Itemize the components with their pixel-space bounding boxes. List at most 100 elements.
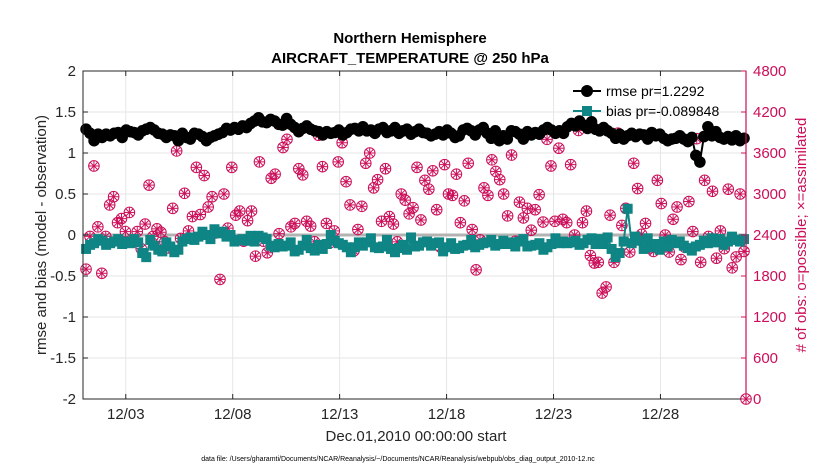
obs-possible-point xyxy=(111,216,124,229)
obs-assimilated-point xyxy=(376,216,387,227)
obs-assimilated-point xyxy=(218,188,230,200)
obs-possible-point xyxy=(379,162,392,175)
bias-point xyxy=(381,234,392,245)
obs-possible-point xyxy=(450,168,463,180)
obs-possible-point xyxy=(497,188,510,200)
obs-assimilated-point xyxy=(553,143,565,154)
y2-tick-label: 2400 xyxy=(753,227,786,244)
y2-tick-label: 600 xyxy=(753,350,778,367)
obs-possible-point xyxy=(293,162,305,175)
obs-assimilated-point xyxy=(206,191,218,202)
obs-possible-point xyxy=(289,217,301,230)
obs-assimilated-point xyxy=(463,158,474,169)
obs-assimilated-point xyxy=(537,216,549,228)
obs-possible-point xyxy=(198,169,211,182)
obs-assimilated-point xyxy=(399,194,411,206)
obs-assimilated-point xyxy=(498,188,509,200)
obs-assimilated-point xyxy=(502,210,513,222)
obs-possible-point xyxy=(560,216,573,229)
obs-possible-point xyxy=(706,185,719,198)
obs-possible-point xyxy=(584,249,597,262)
obs-assimilated-point xyxy=(254,156,265,168)
obs-possible-point xyxy=(202,201,214,213)
x-tick-label: 12/13 xyxy=(321,406,359,423)
obs-possible-point xyxy=(411,161,423,174)
obs-possible-point xyxy=(92,221,104,233)
obs-assimilated-point xyxy=(372,174,383,185)
obs-possible-point xyxy=(493,173,506,186)
obs-assimilated-point xyxy=(486,154,498,166)
obs-possible-point xyxy=(537,216,549,228)
obs-possible-point xyxy=(513,196,526,208)
obs-assimilated-point xyxy=(656,198,667,209)
obs-possible-point xyxy=(403,208,415,220)
obs-assimilated-point xyxy=(139,218,151,230)
obs-assimilated-point xyxy=(600,281,612,293)
x-axis-label: Dec.01,2010 00:00:00 start xyxy=(326,428,508,445)
obs-possible-point xyxy=(671,201,683,213)
obs-assimilated-point xyxy=(593,257,604,268)
obs-possible-point xyxy=(107,190,120,203)
obs-possible-point xyxy=(253,156,266,168)
obs-possible-point xyxy=(639,217,652,230)
obs-assimilated-point xyxy=(396,188,407,200)
obs-possible-point xyxy=(462,157,475,170)
obs-assimilated-point xyxy=(707,186,718,197)
obs-possible-point xyxy=(356,200,368,213)
obs-possible-point xyxy=(226,161,238,174)
obs-possible-point xyxy=(482,189,494,202)
obs-assimilated-point xyxy=(191,162,202,173)
obs-possible-point xyxy=(233,205,246,217)
obs-assimilated-point xyxy=(321,218,332,229)
obs-possible-point xyxy=(206,190,218,203)
obs-possible-point xyxy=(269,168,281,180)
y2-axis-label: # of obs: o=possible; ×=assimilated xyxy=(793,118,810,353)
obs-possible-point xyxy=(340,175,352,188)
obs-assimilated-point xyxy=(628,158,639,169)
y2-tick-label: 4200 xyxy=(753,104,786,121)
obs-assimilated-point xyxy=(360,158,371,169)
obs-possible-point xyxy=(446,189,459,202)
obs-assimilated-point xyxy=(293,163,305,174)
obs-assimilated-point xyxy=(431,204,442,215)
bias-point xyxy=(622,203,633,214)
obs-possible-point xyxy=(218,188,230,200)
obs-assimilated-point xyxy=(199,170,210,181)
obs-possible-point xyxy=(730,251,742,263)
obs-assimilated-point xyxy=(202,201,214,213)
obs-assimilated-point xyxy=(727,262,738,273)
obs-possible-point xyxy=(517,212,530,224)
obs-assimilated-point xyxy=(273,228,285,239)
footnote: data file: /Users/gharamti/Documents/NCA… xyxy=(201,456,595,463)
obs-assimilated-point xyxy=(565,159,576,170)
obs-possible-point xyxy=(395,188,408,200)
obs-assimilated-point xyxy=(92,221,104,232)
obs-assimilated-point xyxy=(108,191,119,202)
legend-bias-marker xyxy=(582,106,592,116)
x-axis-ticks: 12/03 12/08 12/13 12/18 12/23 12/28 xyxy=(107,71,679,423)
obs-assimilated-point xyxy=(143,179,155,191)
obs-assimilated-point xyxy=(167,203,178,214)
obs-possible-point xyxy=(651,174,664,187)
obs-possible-point xyxy=(423,183,435,196)
obs-assimilated-point xyxy=(723,184,734,195)
obs-possible-point xyxy=(80,263,92,275)
obs-possible-point xyxy=(155,226,167,239)
obs-assimilated-point xyxy=(403,208,415,220)
obs-assimilated-point xyxy=(356,201,368,212)
obs-possible-point xyxy=(631,182,644,195)
obs-possible-point xyxy=(316,160,329,173)
obs-possible-point xyxy=(470,264,482,276)
obs-possible-point xyxy=(722,183,735,196)
rmse-point xyxy=(694,156,706,168)
y2-tick-label: 0 xyxy=(753,391,761,408)
obs-assimilated-point xyxy=(297,169,308,181)
obs-possible-point xyxy=(123,206,136,219)
obs-possible-point xyxy=(438,158,451,171)
obs-assimilated-point xyxy=(246,205,257,217)
obs-possible-point xyxy=(600,281,612,293)
obs-assimilated-point xyxy=(533,189,545,200)
obs-possible-point xyxy=(458,195,471,207)
obs-possible-point xyxy=(265,172,278,185)
